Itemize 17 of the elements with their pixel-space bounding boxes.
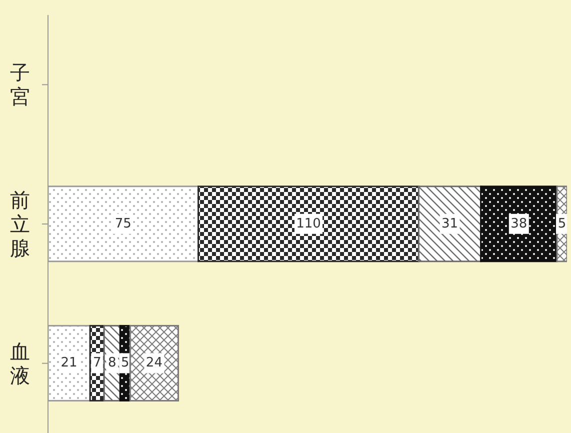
data-label: 21 (60, 356, 78, 371)
data-label: 8 (108, 356, 116, 371)
y-tick-label: 子宮 (10, 60, 30, 109)
data-label: 24 (146, 356, 162, 371)
bar (418, 186, 482, 262)
data-label: 38 (510, 216, 528, 232)
data-label: 7 (92, 356, 102, 371)
data-label: 110 (296, 216, 321, 232)
y-tick-label: 血液 (10, 339, 30, 388)
bar (480, 186, 558, 262)
y-tick-label: 前立腺 (10, 188, 30, 260)
bar (198, 186, 420, 262)
bar (129, 324, 179, 402)
data-label: 5 (121, 356, 130, 371)
data-label: 5 (558, 216, 566, 232)
data-label: 75 (114, 216, 132, 232)
data-label: 31 (442, 216, 458, 232)
